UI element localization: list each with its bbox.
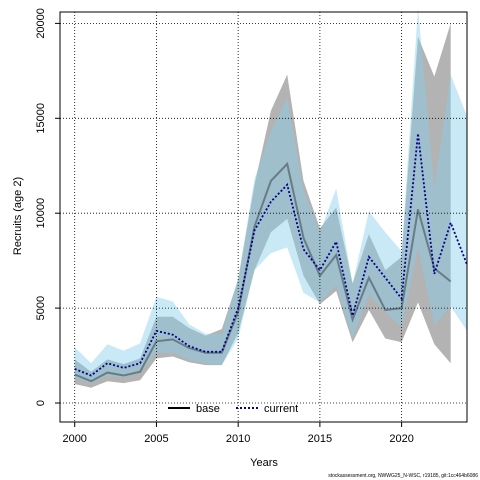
lines-layer	[74, 133, 468, 383]
x-tick-label: 2000	[62, 433, 86, 445]
series-line-base	[74, 161, 452, 383]
confidence-band-base	[74, 23, 451, 388]
grid-layer	[60, 12, 467, 422]
bands-layer	[74, 8, 467, 388]
x-tick-label: 2015	[308, 433, 332, 445]
legend-label-base: base	[196, 403, 220, 415]
y-axis-title: Recruits (age 2)	[12, 177, 24, 255]
legend-label-current: current	[264, 403, 298, 415]
legend: base current	[168, 403, 298, 415]
series-line-current	[74, 133, 468, 377]
x-tick-label: 2005	[144, 433, 168, 445]
y-tick-label: 5000	[35, 296, 47, 320]
confidence-band-current	[74, 8, 467, 384]
x-tick-label: 2020	[389, 433, 413, 445]
y-tick-label: 20000	[35, 8, 47, 39]
x-axis-title: Years	[250, 457, 278, 469]
y-tick-label: 10000	[35, 198, 47, 229]
footnote: stockassessment.org, NWWG25_N-WSC, r1918…	[328, 473, 478, 479]
y-tick-label: 15000	[35, 103, 47, 134]
y-tick-label: 0	[35, 400, 47, 406]
axes-layer: 2000 2005 2010 2015 2020 0 5000 10000 15000 20000	[35, 8, 468, 445]
x-tick-label: 2010	[226, 433, 250, 445]
plot-frame	[59, 11, 468, 423]
